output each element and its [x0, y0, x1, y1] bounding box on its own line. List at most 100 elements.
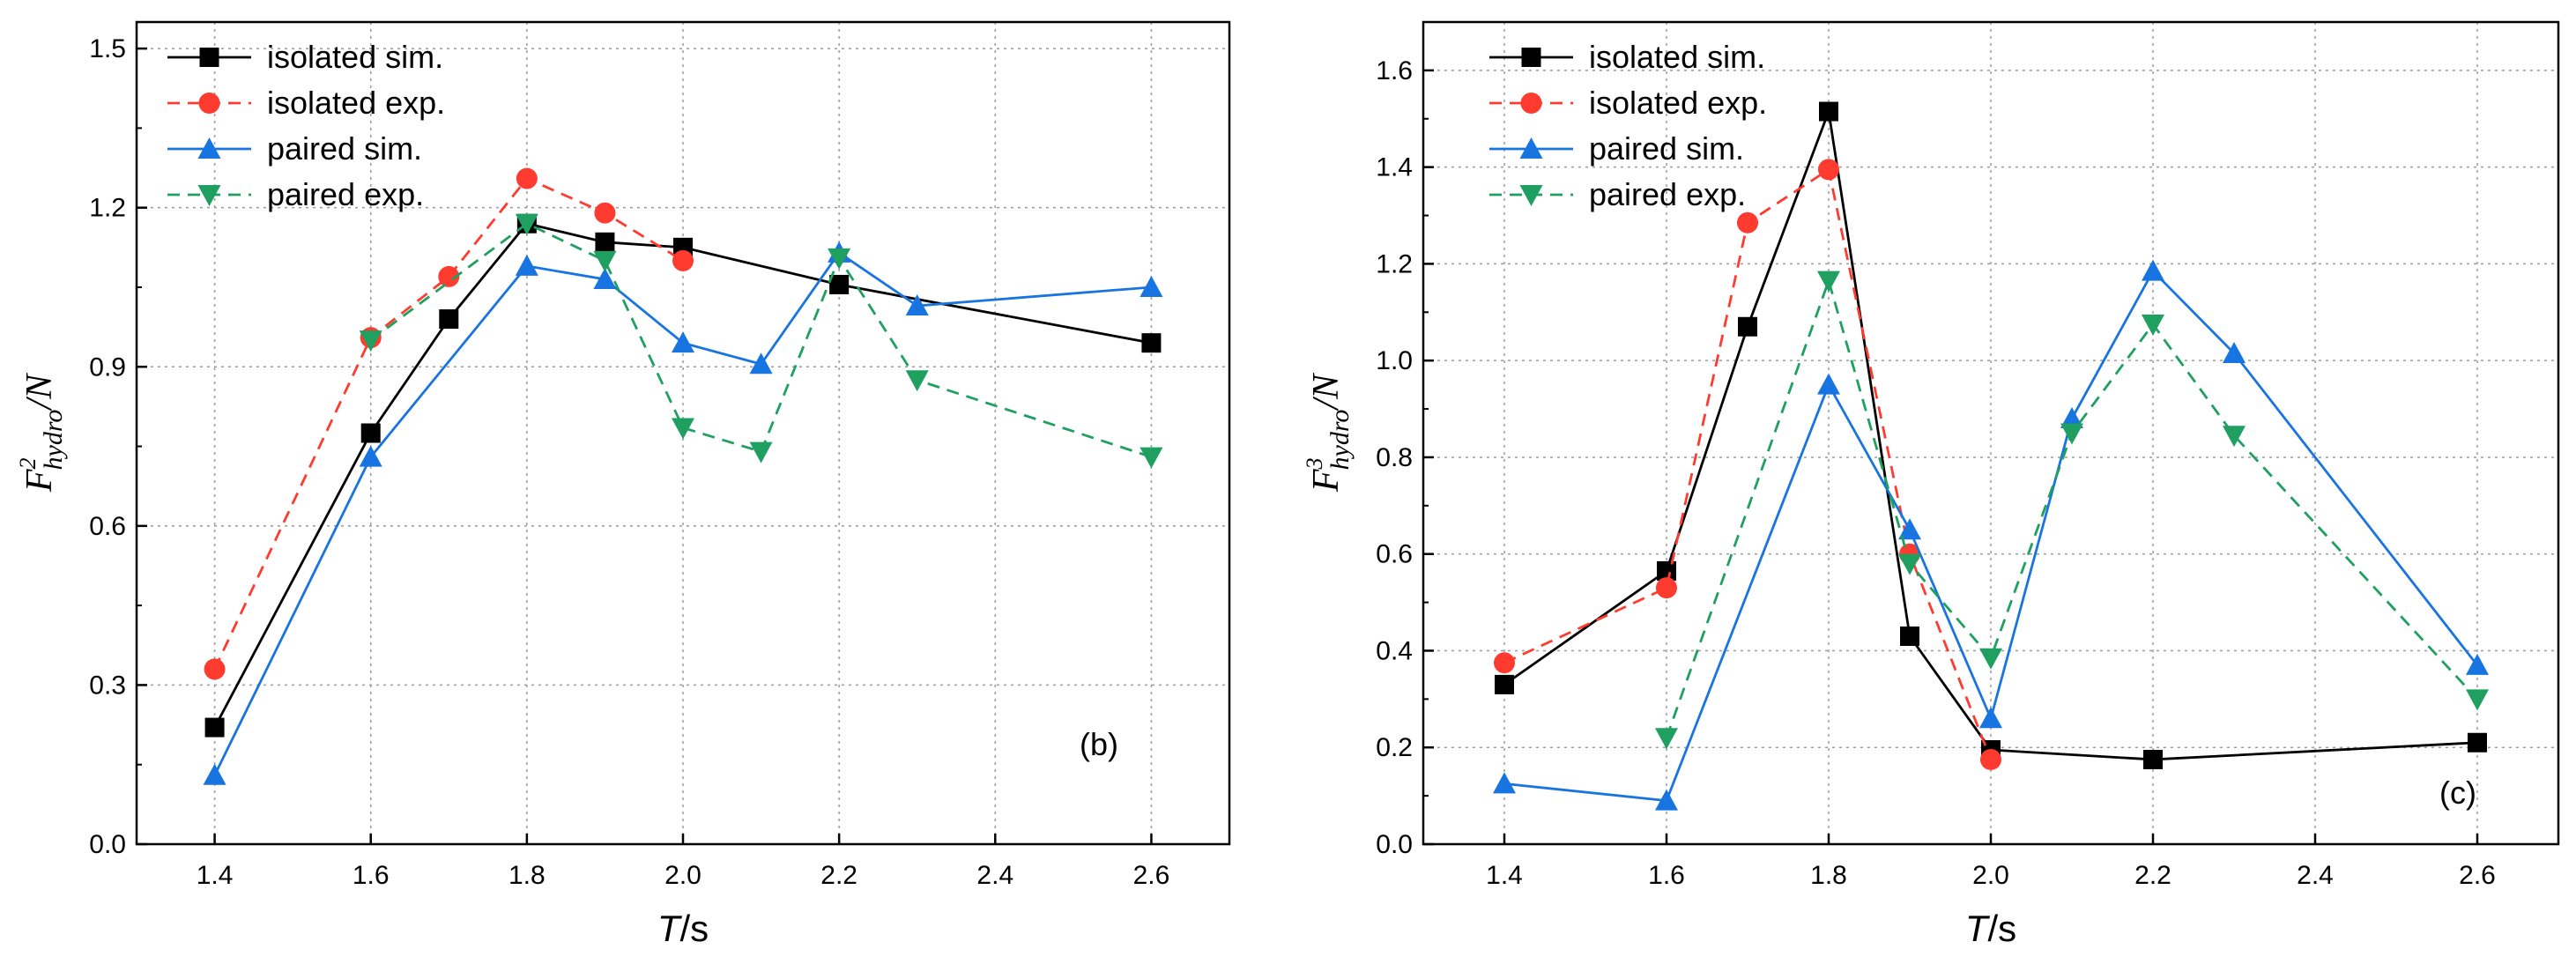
- x-tick-label: 2.0: [1972, 861, 2009, 890]
- data-point: [438, 265, 460, 287]
- data-point: [828, 248, 851, 270]
- series-line: [213, 222, 1152, 729]
- x-tick-label: 2.6: [2459, 861, 2496, 890]
- x-tick-label: 2.6: [1133, 861, 1170, 890]
- series-isolated-exp: [1494, 159, 2001, 770]
- data-point: [1817, 373, 1840, 395]
- legend-label: paired exp.: [267, 176, 424, 212]
- data-point: [1979, 648, 2002, 670]
- data-point: [1980, 748, 2001, 770]
- data-point: [2223, 426, 2246, 448]
- legend-label: paired exp.: [1589, 176, 1746, 212]
- x-tick-label: 2.2: [2134, 861, 2171, 890]
- series-line: [213, 176, 684, 670]
- data-point: [1656, 577, 1677, 599]
- data-point: [2142, 259, 2164, 281]
- y-axis-title-base: F: [19, 469, 60, 493]
- data-point: [1141, 333, 1162, 353]
- legend-label: isolated exp.: [1589, 85, 1767, 121]
- data-point: [1737, 211, 1758, 234]
- data-point: [1657, 560, 1676, 581]
- y-tick-label: 0.6: [89, 512, 126, 541]
- series-line: [213, 250, 1152, 776]
- legend-marker: [199, 48, 219, 67]
- y-tick-label: 1.6: [1376, 56, 1413, 85]
- y-axis-title-unit: /N: [19, 373, 60, 412]
- y-tick-label: 0.8: [1376, 443, 1413, 472]
- legend-label: isolated exp.: [267, 85, 445, 121]
- x-axis-title-var: T: [1965, 908, 1991, 949]
- data-point: [1655, 728, 1678, 750]
- data-point: [203, 763, 226, 785]
- data-point: [594, 202, 616, 224]
- x-tick-label: 1.6: [1648, 861, 1685, 890]
- series-line: [1503, 167, 1993, 760]
- y-axis-title-base: F: [1306, 469, 1347, 493]
- series-paired-sim: [203, 241, 1163, 785]
- data-point: [1494, 652, 1515, 674]
- data-point: [2466, 653, 2489, 675]
- data-point: [1817, 271, 1840, 293]
- series-line: [1503, 107, 2478, 761]
- data-point: [749, 441, 773, 463]
- y-axis-title-unit: /N: [1306, 373, 1347, 412]
- data-point: [204, 717, 225, 738]
- data-point: [515, 213, 538, 235]
- y-axis-title-sub: hydro: [1325, 410, 1355, 471]
- data-point: [1818, 159, 1839, 181]
- data-point: [2143, 749, 2163, 769]
- data-point: [439, 309, 459, 330]
- panel-label: (c): [2439, 775, 2476, 811]
- x-axis-title: T/s: [1965, 908, 2016, 949]
- y-axis-title-sup: 3: [1302, 457, 1327, 470]
- data-point: [204, 658, 226, 680]
- legend-marker: [1520, 93, 1542, 114]
- data-point: [595, 232, 615, 252]
- x-axis-title-unit: /s: [679, 908, 709, 949]
- series-isolated-sim: [1495, 101, 2487, 769]
- y-tick-label: 0.6: [1376, 540, 1413, 569]
- x-tick-label: 2.4: [976, 861, 1013, 890]
- data-point: [359, 445, 382, 467]
- x-tick-label: 1.6: [353, 861, 390, 890]
- data-point: [2060, 423, 2083, 445]
- data-point: [1493, 772, 1516, 794]
- y-tick-label: 1.5: [89, 34, 126, 63]
- y-tick-label: 1.2: [89, 194, 126, 223]
- y-axis-title-sup: 2: [15, 457, 41, 469]
- data-point: [672, 418, 694, 440]
- x-axis-title: T/s: [657, 908, 709, 949]
- data-point: [2223, 341, 2246, 363]
- data-point: [593, 250, 617, 272]
- data-point: [1819, 101, 1838, 122]
- y-tick-label: 0.4: [1376, 636, 1413, 665]
- x-tick-label: 1.4: [197, 861, 234, 890]
- legend: isolated sim. isolated exp. paired sim. pai…: [1489, 39, 1767, 212]
- y-axis-title-sub: hydro: [39, 410, 68, 471]
- data-point: [1655, 789, 1678, 811]
- legend-marker: [1521, 48, 1541, 67]
- series-isolated-exp: [204, 167, 694, 680]
- y-tick-label: 0.9: [89, 352, 126, 382]
- y-axis-title: F3hydro/N: [1302, 373, 1355, 493]
- legend-label: paired sim.: [1589, 130, 1744, 167]
- x-tick-label: 2.2: [820, 861, 857, 890]
- data-point: [2142, 315, 2164, 337]
- y-tick-label: 0.3: [89, 671, 126, 700]
- data-point: [1495, 674, 1514, 694]
- y-tick-label: 1.2: [1376, 249, 1413, 278]
- legend-marker: [1519, 137, 1543, 159]
- data-point: [749, 352, 773, 374]
- series-line: [369, 222, 1152, 458]
- data-point: [1898, 553, 1921, 575]
- y-tick-label: 1.0: [1376, 346, 1413, 375]
- legend-marker: [197, 137, 221, 159]
- y-tick-label: 0.0: [89, 830, 126, 859]
- data-point: [1738, 316, 1757, 337]
- data-point: [359, 330, 382, 352]
- chart-panel-c: 1.4 1.6 1.8 2.0 2.2 2.4 2.6 0.0 0.2 0.4 0.6 0.8 1.0 1…: [1302, 20, 2560, 949]
- series-line: [1665, 277, 2479, 738]
- series-paired-exp: [1655, 271, 2489, 750]
- data-point: [1140, 447, 1163, 469]
- y-tick-label: 0.2: [1376, 733, 1413, 762]
